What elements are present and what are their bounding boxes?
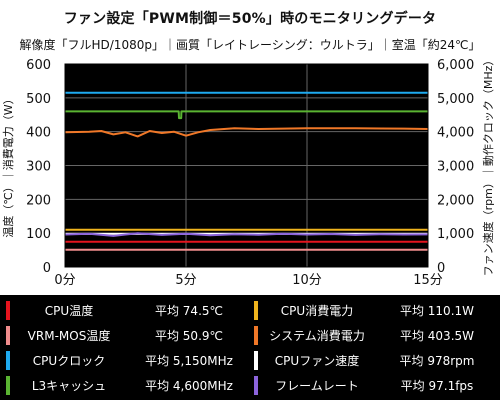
y-left-tick-label: 0: [43, 261, 51, 276]
series-line: [65, 110, 428, 120]
y-right-tick-label: 4,000: [437, 126, 474, 141]
legend: CPU温度 平均 74.5℃ CPU消費電力 平均 110.1W VRM-MOS温度 平均…: [0, 295, 500, 400]
legend-label: CPU温度: [44, 304, 94, 318]
y-left-tick-label: 300: [26, 160, 51, 175]
x-tick-label: 15分: [413, 273, 443, 288]
y-right-tick-label: 1,000: [437, 227, 474, 242]
chart-subtitle: 解像度「フルHD/1080p」｜画質「レイトレーシング：ウルトラ」｜室温「約24…: [19, 38, 481, 52]
y-right-tick-label: 6,000: [437, 58, 474, 73]
legend-value: 平均 4,600MHz: [145, 379, 233, 393]
legend-label: システム消費電力: [269, 329, 365, 343]
legend-swatch: [254, 376, 258, 395]
series-line: [64, 232, 429, 237]
y-left-tick-label: 100: [26, 227, 51, 242]
legend-swatch: [6, 376, 10, 395]
legend-swatch: [6, 351, 10, 370]
legend-swatch: [6, 301, 10, 320]
legend-value: 平均 403.5W: [399, 329, 475, 343]
y-right-axis-title: ファン速度（rpm）｜動作クロック（MHz）: [481, 55, 495, 277]
y-right-tick-label: 3,000: [437, 160, 474, 175]
chart-canvas: 0 100 200 300 400 500 600 0 1,000 2,000 3,000 4,000…: [1, 55, 495, 288]
y-left-tick-label: 600: [26, 58, 51, 73]
legend-value: 平均 110.1W: [399, 304, 475, 318]
legend-label: CPUクロック: [32, 354, 106, 368]
x-tick-label: 10分: [292, 273, 322, 288]
legend-item: CPUクロック 平均 5,150MHz: [6, 350, 252, 371]
legend-label: L3キャッシュ: [31, 379, 107, 393]
legend-swatch: [254, 326, 258, 345]
legend-value: 平均 5,150MHz: [145, 354, 233, 368]
legend-item: L3キャッシュ 平均 4,600MHz: [6, 375, 252, 396]
x-tick-label: 5分: [175, 273, 196, 288]
legend-label: フレームレート: [275, 379, 359, 393]
legend-item: CPU消費電力 平均 110.1W: [254, 300, 500, 321]
legend-item: VRM-MOS温度 平均 50.9℃: [6, 325, 252, 346]
x-tick-label: 0分: [54, 273, 75, 288]
legend-label: CPU消費電力: [280, 304, 354, 318]
y-left-tick-label: 500: [26, 92, 51, 107]
legend-label: CPUファン速度: [274, 354, 360, 368]
chart-title: ファン設定「PWM制御＝50%」時のモニタリングデータ: [63, 11, 437, 27]
legend-swatch: [254, 351, 258, 370]
y-left-tick-label: 200: [26, 193, 51, 208]
legend-value: 平均 50.9℃: [154, 329, 223, 343]
series-line: [64, 127, 429, 138]
legend-swatch: [254, 301, 258, 320]
legend-item: CPUファン速度 平均 978rpm: [254, 350, 500, 371]
y-right-tick-label: 5,000: [437, 92, 474, 107]
legend-item: CPU温度 平均 74.5℃: [6, 300, 252, 321]
legend-swatch: [6, 326, 10, 345]
y-right-tick-label: 2,000: [437, 193, 474, 208]
legend-item: システム消費電力 平均 403.5W: [254, 325, 500, 346]
y-right-tick-label: 0: [437, 261, 445, 276]
legend-value: 平均 978rpm: [399, 354, 475, 368]
legend-label: VRM-MOS温度: [27, 329, 111, 343]
y-left-tick-label: 400: [26, 126, 51, 141]
legend-value: 平均 74.5℃: [154, 304, 223, 318]
legend-item: フレームレート 平均 97.1fps: [254, 375, 500, 396]
plot-border: [64, 63, 429, 268]
legend-value: 平均 97.1fps: [400, 379, 474, 393]
y-left-axis-title: 温度（℃）｜消費電力（W）: [1, 93, 15, 237]
